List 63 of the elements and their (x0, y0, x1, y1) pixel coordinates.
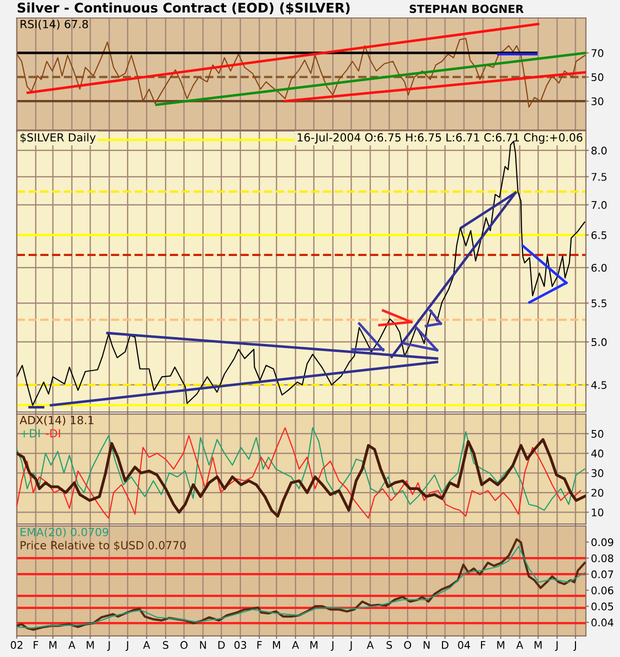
y-tick-label: 7.0 (592, 201, 607, 209)
y-tick-label: 7.5 (592, 173, 606, 181)
y-tick-label: 20 (592, 488, 604, 497)
chart-subtitle: RSI(14) 67.8 (20, 20, 88, 30)
y-tick-label: 0.06 (591, 586, 614, 594)
x-tick-label: S (386, 641, 392, 649)
y-tick-label: 0.05 (591, 602, 614, 610)
y-tick-label: 4.5 (591, 381, 606, 389)
x-tick-label: M (86, 641, 94, 649)
x-tick-label: M (310, 641, 318, 649)
x-tick-label: D (218, 641, 225, 649)
y-tick-label: 50 (592, 430, 604, 438)
y-tick-label: 6.5 (591, 231, 606, 240)
x-tick-label: J (330, 641, 334, 651)
x-tick-label: M (534, 641, 542, 649)
y-tick-label: 0.08 (591, 554, 614, 562)
y-tick-label: 6.0 (591, 264, 607, 272)
y-tick-label: 40 (591, 450, 604, 458)
x-tick-label: J (573, 641, 576, 651)
x-tick-label: S (162, 641, 168, 649)
x-tick-label: J (107, 641, 110, 651)
x-tick-label: O (404, 641, 412, 649)
x-tick-label: M (497, 641, 504, 649)
text: STEPHAN BOGNER (410, 4, 524, 14)
y-tick-label: 0.07 (591, 570, 614, 578)
y-tick-label: 10 (592, 508, 604, 516)
y-tick-label: 30 (592, 469, 604, 478)
x-tick-label: M (49, 641, 56, 649)
y-tick-label: 30 (592, 97, 604, 106)
x-tick-label: O (180, 641, 188, 649)
y-tick-label: 50 (592, 73, 604, 82)
chart-subtitle: 16-Jul-2004 O:6.75 H:6.75 L:6.71 C:6.71 Chg:+0.06 (298, 132, 582, 144)
y-tick-label: 0.04 (591, 618, 614, 626)
x-tick-label: A (366, 641, 374, 649)
x-tick-label: F (481, 641, 486, 649)
x-tick-label: J (555, 641, 558, 651)
x-tick-label: J (349, 641, 352, 651)
chart-title: Silver - Continuous Contract (EOD) ($SILVER) (18, 2, 350, 14)
y-tick-label: 8.0 (591, 146, 607, 155)
x-tick-label: J (126, 641, 128, 651)
text: ADX(14) 18.1 (20, 416, 94, 426)
series-label: +DI (20, 429, 40, 438)
x-tick-label: M (273, 641, 280, 649)
x-tick-label: 04 (458, 641, 470, 649)
x-tick-label: N (200, 641, 206, 649)
y-tick-label: 5.5 (592, 299, 606, 308)
x-tick-label: A (68, 641, 76, 649)
y-tick-label: 0.09 (591, 538, 614, 546)
y-tick-label: 5.0 (592, 338, 607, 346)
x-tick-label: A (292, 641, 299, 649)
text: Price Relative to $USD 0.0770 (20, 540, 186, 551)
text: -DI (46, 429, 60, 438)
y-tick-label: 70 (592, 49, 604, 58)
x-tick-label: 03 (234, 641, 246, 649)
text: EMA(20) 0.0709 (20, 528, 108, 538)
x-tick-label: A (516, 641, 524, 649)
x-tick-label: F (34, 641, 38, 649)
x-tick-label: F (257, 641, 262, 649)
chart-title: $SILVER Daily (20, 132, 96, 144)
x-tick-label: 02 (10, 641, 22, 649)
x-tick-label: D (442, 641, 448, 649)
x-tick-label: A (143, 641, 150, 649)
x-tick-label: N (424, 641, 430, 649)
